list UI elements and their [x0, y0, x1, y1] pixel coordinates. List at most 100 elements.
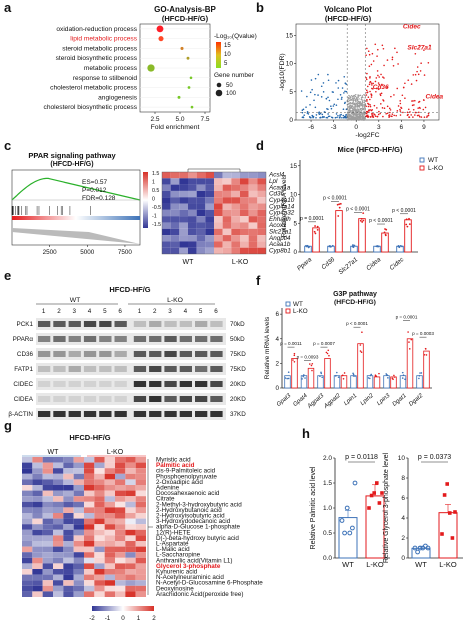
protein-band	[133, 396, 147, 402]
volcano-point-up	[412, 74, 415, 76]
lko-point	[367, 506, 371, 510]
volcano-point-down	[343, 92, 345, 94]
heatmap-cell	[32, 569, 43, 575]
heatmap-cell	[214, 209, 223, 217]
volcano-point-up	[369, 105, 372, 108]
protein-band	[68, 336, 81, 342]
lane-number: 1	[138, 308, 142, 315]
heatmap-cell	[63, 585, 74, 592]
heatmap-cell	[94, 569, 105, 575]
protein-band	[38, 396, 51, 402]
heatmap-cell	[104, 473, 115, 480]
volcano-point-up	[372, 60, 375, 62]
mrna-point	[308, 363, 311, 365]
heatmap-cell	[257, 241, 266, 248]
heatmap-cell	[115, 473, 126, 480]
protein-band	[149, 366, 162, 372]
heatmap-cell	[22, 496, 33, 502]
heatmap-cell	[104, 563, 115, 569]
heatmap-cell	[125, 563, 136, 569]
volcano-point-up	[382, 47, 385, 50]
volcano-point-down	[310, 79, 313, 81]
heatmap-cell	[196, 216, 206, 223]
protein-band	[114, 351, 127, 357]
heatmap-cell	[214, 235, 223, 242]
volcano-point-up	[366, 100, 368, 102]
heatmap-cell	[32, 580, 43, 586]
mrna-point	[306, 244, 309, 247]
volcano-point-down	[327, 73, 329, 76]
volcano-point-ns	[349, 119, 352, 121]
size-legend-dot	[216, 82, 222, 88]
protein-band	[38, 366, 51, 372]
heatmap-cell	[179, 172, 188, 179]
volcano-point-up	[415, 79, 418, 82]
volcano-point-up	[380, 73, 382, 76]
group-label: WT	[415, 560, 427, 569]
heatmap-cell	[222, 235, 232, 242]
heatmap-cell	[115, 490, 126, 497]
volcano-point-up	[366, 47, 368, 50]
protein-band	[38, 411, 51, 417]
heatmap-cell	[125, 569, 136, 575]
mrna-point	[303, 374, 305, 376]
heatmap-cell	[53, 524, 64, 530]
mrna-point	[320, 372, 323, 375]
heatmap-cell	[73, 479, 84, 485]
heatmap-cell	[135, 485, 146, 491]
protein-band	[179, 411, 192, 417]
heatmap-cell	[94, 580, 105, 586]
heatmap-cell	[73, 485, 84, 491]
volcano-point-up	[369, 104, 371, 106]
volcano-point-up	[378, 76, 380, 78]
volcano-point-up	[373, 104, 376, 107]
heatmap-gene-label: Cyp4a32	[269, 210, 295, 217]
protein-band	[179, 396, 192, 402]
volcano-point-ns	[361, 99, 364, 101]
ranked-metric-area	[12, 228, 140, 244]
heatmap-cell	[94, 513, 105, 519]
heatmap-cell	[125, 473, 136, 480]
heatmap-cell	[73, 501, 84, 508]
mrna-point	[338, 206, 341, 209]
metabolite-label: Kynurenic acid	[156, 568, 198, 575]
heatmap-cell	[73, 546, 84, 553]
volcano-point-up	[426, 116, 428, 118]
heatmap-cell	[231, 184, 240, 191]
mrna-point	[331, 244, 334, 247]
heatmap-cell	[53, 496, 64, 502]
heatmap-cell	[63, 513, 74, 519]
heatmap-cell	[257, 203, 266, 210]
panel-d-title: Mice (HFCD-HF/G)	[338, 145, 403, 154]
volcano-point-down	[301, 111, 304, 114]
heatmap-cell	[42, 490, 53, 497]
protein-band	[179, 381, 192, 387]
heatmap-cell	[125, 513, 136, 519]
volcano-point-down	[312, 116, 314, 119]
volcano-point-down	[319, 112, 322, 115]
volcano-point-ns	[352, 116, 354, 118]
x-tick-label: 0	[354, 124, 358, 131]
volcano-point-down	[341, 87, 344, 89]
volcano-point-ns	[352, 112, 355, 115]
volcano-point-up	[368, 83, 371, 86]
volcano-point-down	[319, 116, 322, 119]
heatmap-cell	[94, 529, 105, 536]
heatmap-cell	[205, 209, 214, 217]
y-tick-label: 0	[401, 555, 405, 562]
heatmap-cell	[104, 496, 115, 502]
volcano-point-up	[396, 51, 398, 54]
heatmap-cell	[125, 479, 136, 485]
heatmap-cell	[115, 569, 126, 575]
volcano-point-ns	[358, 106, 361, 108]
heatmap-cell	[115, 546, 126, 553]
y-tick-label: 2.0	[323, 455, 332, 462]
group-label: L-KO	[439, 560, 457, 569]
metabolite-label: Palmitic acid	[156, 462, 195, 469]
heatmap-cell	[73, 468, 84, 474]
heatmap-cell	[84, 479, 95, 485]
volcano-point-ns	[363, 101, 366, 104]
p-value-label: p = 0.0093	[297, 354, 319, 359]
heatmap-cell	[196, 178, 206, 185]
heatmap-cell	[231, 222, 240, 229]
